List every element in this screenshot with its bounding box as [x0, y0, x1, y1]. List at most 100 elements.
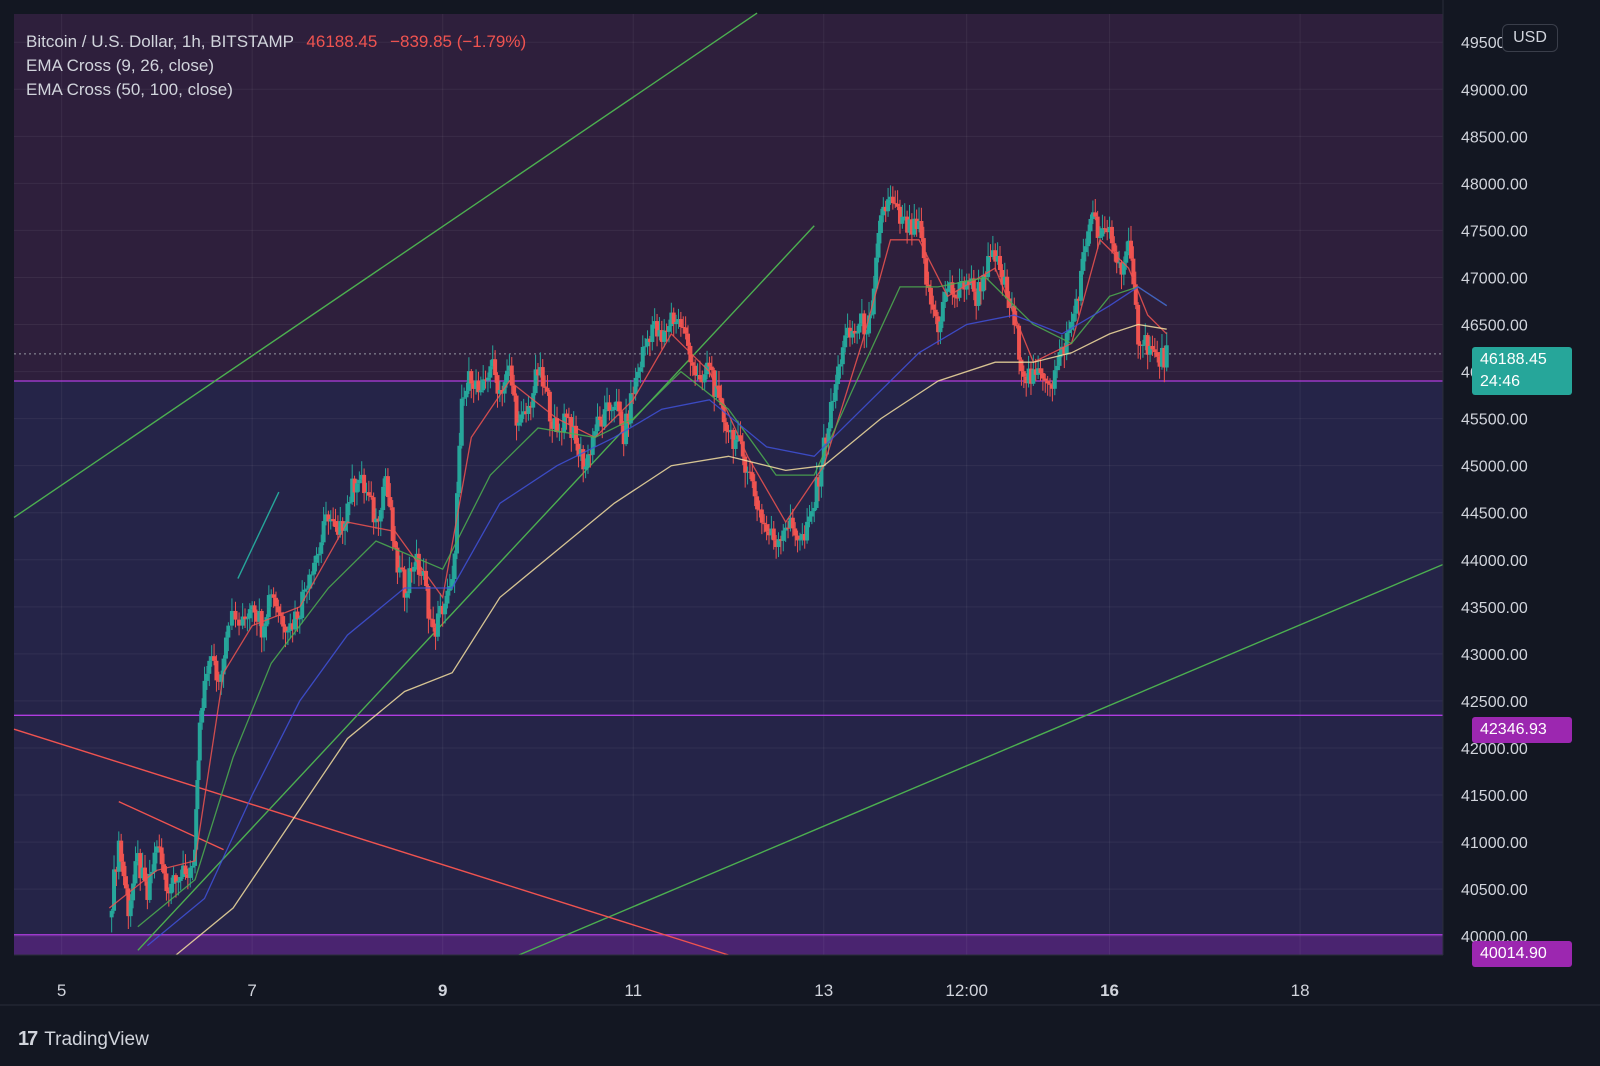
- candle-body: [738, 435, 743, 442]
- candle-body: [440, 605, 445, 615]
- candle-body: [688, 345, 693, 363]
- candle-body: [469, 371, 474, 384]
- time-tick-label: 7: [247, 981, 256, 1000]
- candle-body: [990, 250, 995, 257]
- chart-legend: Bitcoin / U.S. Dollar, 1h, BITSTAMP 4618…: [26, 30, 526, 102]
- candle-body: [314, 555, 319, 563]
- candle-body: [612, 406, 617, 411]
- price-axis[interactable]: 49500.0049000.0048500.0048000.0047500.00…: [1442, 0, 1600, 955]
- candle-body: [1140, 344, 1145, 346]
- candle-body: [1036, 368, 1041, 375]
- indicator-ema-cross-fast[interactable]: EMA Cross (9, 26, close): [26, 56, 215, 75]
- candle-body: [1062, 346, 1067, 355]
- upper-zone: [14, 14, 1443, 381]
- candle-body: [843, 335, 848, 348]
- candle-body: [624, 413, 629, 445]
- candle-body: [562, 413, 567, 433]
- candle-body: [495, 375, 500, 394]
- candle-body: [1098, 236, 1103, 238]
- candle-body: [424, 570, 429, 586]
- candle-body: [533, 369, 538, 394]
- candle-body: [1093, 212, 1098, 217]
- candle-body: [807, 516, 812, 522]
- candle-body: [626, 413, 631, 424]
- candle-body: [188, 867, 193, 878]
- candle-body: [538, 367, 543, 376]
- price-tick-label: 42000.00: [1461, 741, 1528, 758]
- candle-body: [812, 507, 817, 512]
- tradingview-brand[interactable]: 17 TradingView: [18, 1028, 149, 1051]
- candle-body: [697, 374, 702, 380]
- candle-body: [283, 626, 288, 633]
- candle-body: [778, 539, 783, 541]
- candle-body: [1155, 352, 1160, 357]
- candle-body: [752, 481, 757, 497]
- candle-body: [883, 206, 888, 212]
- price-tick-label: 41000.00: [1461, 835, 1528, 852]
- candle-body: [721, 405, 726, 423]
- last-price-tag: 46188.45 24:46: [1472, 347, 1572, 395]
- candle-body: [895, 203, 900, 207]
- candle-body: [1045, 380, 1050, 384]
- indicator-ema-cross-slow[interactable]: EMA Cross (50, 100, close): [26, 80, 233, 99]
- candle-body: [1014, 325, 1019, 327]
- candle-body: [914, 218, 919, 230]
- candle-body: [874, 257, 879, 289]
- price-tick-label: 41500.00: [1461, 788, 1528, 805]
- trendlines[interactable]: [13, 12, 1444, 956]
- tradingview-name: TradingView: [44, 1028, 149, 1050]
- candle-body: [1021, 371, 1026, 377]
- ema50-line: [146, 286, 1168, 947]
- candle-body: [483, 379, 488, 381]
- candle-body: [388, 497, 393, 508]
- candle-body: [745, 471, 750, 473]
- candle-body: [300, 591, 305, 618]
- candle-body: [740, 441, 745, 457]
- candle-body: [676, 319, 681, 323]
- candle-body: [459, 398, 464, 446]
- candle-body: [364, 492, 369, 494]
- price-tick-label: 47000.00: [1461, 270, 1528, 287]
- candle-body: [769, 528, 774, 536]
- time-axis[interactable]: 5 7 9 11 13 12:00 16 18: [0, 954, 1600, 1066]
- candle-body: [207, 660, 212, 674]
- candle-body: [945, 288, 950, 292]
- candle-body: [438, 605, 443, 614]
- candle-body: [555, 418, 560, 433]
- candle-body: [940, 301, 945, 322]
- candle-body: [390, 507, 395, 542]
- candle-body: [457, 445, 462, 494]
- candle-body: [200, 707, 205, 723]
- currency-button[interactable]: USD: [1502, 24, 1558, 52]
- candle-body: [471, 383, 476, 389]
- candle-body: [597, 416, 602, 420]
- candle-body: [1133, 284, 1138, 305]
- candle-body: [947, 282, 952, 289]
- candle-body: [514, 395, 519, 426]
- candle-body: [1055, 365, 1060, 371]
- candle-body: [650, 324, 655, 343]
- candle-body: [128, 900, 133, 917]
- candle-body: [409, 568, 414, 572]
- candle-body: [462, 397, 467, 399]
- trendline: [13, 728, 729, 956]
- candle-body: [369, 495, 374, 498]
- candle-body: [962, 280, 967, 290]
- candle-body: [185, 874, 190, 878]
- candle-body: [616, 401, 621, 412]
- candle-body: [176, 880, 181, 883]
- candle-body: [609, 410, 614, 412]
- candle-body: [183, 865, 188, 875]
- candle-body: [535, 369, 540, 376]
- candle-body: [221, 658, 226, 675]
- candle-body: [323, 514, 328, 522]
- symbol-row[interactable]: Bitcoin / U.S. Dollar, 1h, BITSTAMP 4618…: [26, 30, 526, 54]
- symbol-label: Bitcoin / U.S. Dollar, 1h, BITSTAMP: [26, 32, 294, 51]
- candle-body: [714, 385, 719, 397]
- candle-body: [1157, 356, 1162, 367]
- candle-body: [478, 390, 483, 393]
- candle-body: [659, 330, 664, 342]
- candle-body: [1024, 376, 1029, 384]
- candle-body: [766, 531, 771, 536]
